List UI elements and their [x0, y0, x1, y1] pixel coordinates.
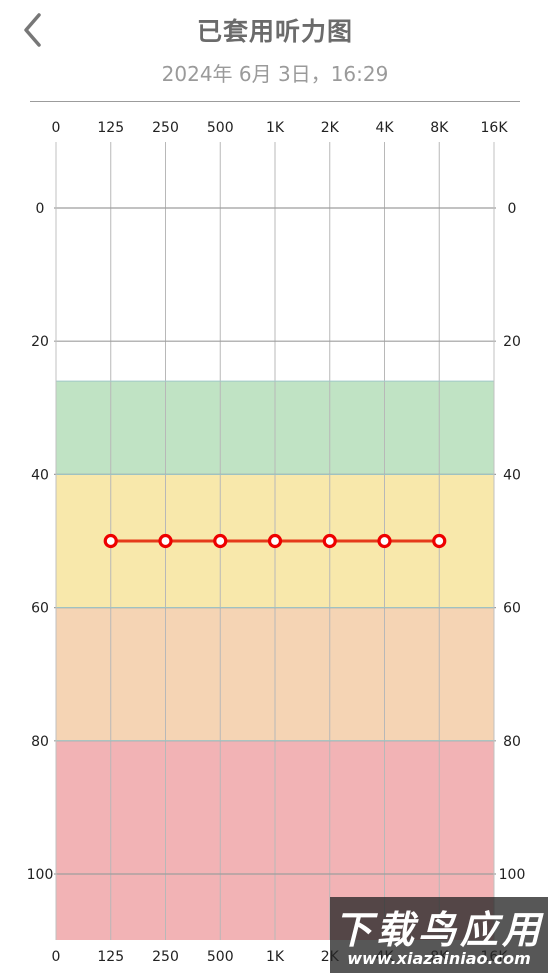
x-tick-label-top: 1K — [266, 120, 285, 136]
chevron-left-icon — [24, 13, 41, 47]
data-point — [322, 533, 337, 549]
x-tick-label-bottom: 125 — [97, 949, 124, 965]
x-tick-label-top: 250 — [152, 120, 179, 136]
data-point — [432, 533, 447, 549]
x-tick-label-top: 8K — [430, 120, 449, 136]
y-tick-label-right: 80 — [503, 734, 521, 750]
header-divider — [30, 101, 520, 102]
x-tick-label-bottom: 1K — [266, 949, 285, 965]
watermark: 下载鸟应用 www.xiazainiao.com — [330, 897, 548, 973]
y-tick-label-left: 20 — [31, 334, 49, 350]
data-point — [158, 533, 173, 549]
x-tick-label-top: 2K — [321, 120, 340, 136]
y-tick-label-right: 60 — [503, 601, 521, 617]
y-tick-label-right: 40 — [503, 467, 521, 483]
y-tick-label-right: 20 — [503, 334, 521, 350]
data-point — [377, 533, 392, 549]
y-tick-label-left: 40 — [31, 467, 49, 483]
page-subtitle: 2024年 6月 3日，16:29 — [161, 62, 389, 86]
y-tick-label-left: 60 — [31, 601, 49, 617]
y-tick-label-right: 0 — [508, 201, 517, 217]
y-tick-label-left: 100 — [27, 867, 54, 883]
page-title: 已套用听力图 — [196, 17, 353, 46]
y-tick-label-left: 80 — [31, 734, 49, 750]
watermark-title: 下载鸟应用 — [333, 908, 544, 952]
x-tick-label-top: 125 — [97, 120, 124, 136]
x-tick-label-bottom: 250 — [152, 949, 179, 965]
back-button[interactable] — [14, 10, 54, 50]
x-tick-label-top: 500 — [207, 120, 234, 136]
x-tick-label-top: 0 — [52, 120, 61, 136]
y-tick-label-right: 100 — [499, 867, 526, 883]
x-tick-label-bottom: 500 — [207, 949, 234, 965]
y-tick-label-left: 0 — [36, 201, 45, 217]
watermark-url: www.xiazainiao.com — [347, 949, 531, 968]
x-tick-label-bottom: 0 — [52, 949, 61, 965]
header: 已套用听力图 2024年 6月 3日，16:29 — [0, 0, 550, 102]
data-point — [267, 533, 283, 549]
x-tick-label-top: 16K — [481, 120, 509, 136]
data-point — [103, 533, 118, 549]
data-point — [213, 533, 228, 549]
x-tick-label-top: 4K — [375, 120, 394, 136]
